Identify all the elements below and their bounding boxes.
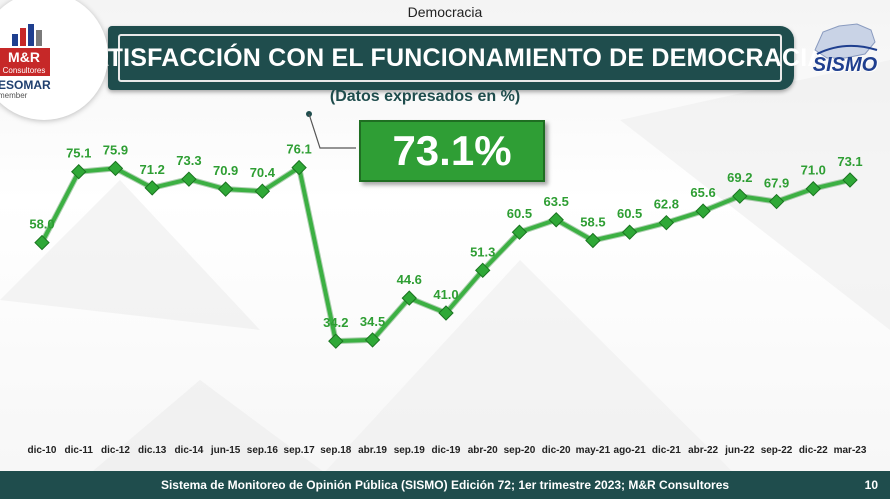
data-label: 75.9 xyxy=(103,142,128,157)
data-point xyxy=(328,333,344,349)
x-tick-label: sep.19 xyxy=(394,445,426,456)
x-tick-label: abr-22 xyxy=(688,445,718,456)
logo-esomar: ESOMAR xyxy=(0,78,51,92)
highlight-value: 73.1% xyxy=(392,127,512,174)
data-point xyxy=(768,193,785,210)
data-label: 76.1 xyxy=(286,142,311,157)
title-frame: SATISFACCIÓN CON EL FUNCIONAMIENTO DE DE… xyxy=(74,34,825,82)
footer-text: Sistema de Monitoreo de Opinión Pública … xyxy=(160,478,730,492)
x-tick-label: abr-20 xyxy=(468,445,498,456)
sismo-logo: SISMO xyxy=(805,20,885,88)
mr-consultores-logo: M&R Consultores ESOMAR member xyxy=(0,0,108,120)
x-tick-label: sep.18 xyxy=(320,445,352,456)
x-tick-label: dic-14 xyxy=(174,445,203,456)
callout-connector xyxy=(306,111,356,149)
x-tick-label: dic-12 xyxy=(101,445,130,456)
highlight-value-box: 73.1% xyxy=(359,120,545,182)
data-point xyxy=(658,214,675,231)
data-point xyxy=(732,188,748,204)
x-tick-label: dic-10 xyxy=(28,445,57,456)
x-tick-label: dic-19 xyxy=(432,445,461,456)
data-label: 67.9 xyxy=(764,176,789,191)
data-point xyxy=(842,172,858,188)
data-label: 60.5 xyxy=(507,206,532,221)
data-label: 70.9 xyxy=(213,163,238,178)
x-tick-label: dic-21 xyxy=(652,445,681,456)
data-point xyxy=(585,232,601,249)
data-point xyxy=(438,305,454,321)
data-point xyxy=(621,224,638,240)
data-label: 44.6 xyxy=(397,272,422,287)
logo-member: member xyxy=(0,91,28,100)
data-label: 71.0 xyxy=(801,163,826,178)
data-point xyxy=(181,171,197,187)
x-tick-label: dic-20 xyxy=(542,445,571,456)
x-tick-label: sep-22 xyxy=(761,445,793,456)
data-label: 73.3 xyxy=(176,153,201,168)
data-point xyxy=(217,181,234,197)
page-number: 10 xyxy=(864,478,878,492)
data-point xyxy=(291,159,307,176)
data-point xyxy=(548,212,564,228)
data-label: 60.5 xyxy=(617,206,642,221)
footer-bar: Sistema de Monitoreo de Opinión Pública … xyxy=(0,471,890,499)
logo-brand: M&R xyxy=(0,48,50,66)
data-point xyxy=(364,332,381,348)
data-point xyxy=(401,290,417,306)
data-point xyxy=(805,181,821,197)
x-tick-label: may-21 xyxy=(576,445,611,456)
page-title: SATISFACCIÓN CON EL FUNCIONAMIENTO DE DE… xyxy=(74,43,826,72)
bar-chart-logo-icon xyxy=(12,24,42,46)
x-tick-label: dic-11 xyxy=(65,445,94,456)
data-label: 63.5 xyxy=(544,194,569,209)
x-tick-label: sep.16 xyxy=(247,445,279,456)
data-label: 70.4 xyxy=(250,165,276,180)
logo-brand-sub: Consultores xyxy=(0,66,50,76)
data-point xyxy=(695,203,711,219)
x-tick-label: dic-22 xyxy=(799,445,828,456)
x-tick-label: jun-22 xyxy=(724,445,755,456)
section-label: Democracia xyxy=(407,4,483,20)
x-tick-label: dic.13 xyxy=(138,445,167,456)
map-logo-icon xyxy=(814,23,878,59)
data-point xyxy=(144,180,160,196)
x-tick-label: jun-15 xyxy=(210,445,241,456)
data-point xyxy=(475,262,491,279)
data-label: 71.2 xyxy=(140,162,165,177)
data-label: 73.1 xyxy=(837,154,862,169)
x-tick-label: mar-23 xyxy=(834,445,867,456)
data-label: 75.1 xyxy=(66,146,91,161)
title-bar: SATISFACCIÓN CON EL FUNCIONAMIENTO DE DE… xyxy=(74,26,825,90)
x-tick-label: abr.19 xyxy=(358,445,387,456)
data-label: 65.6 xyxy=(690,185,715,200)
data-point xyxy=(107,160,124,177)
line-chart: 58.0 dic-10 75.1 dic-11 75.9 dic-12 71.2 dic.13… xyxy=(28,142,867,456)
data-label: 58.5 xyxy=(580,215,605,230)
data-point xyxy=(71,164,87,180)
data-label: 51.3 xyxy=(470,244,495,259)
chart-subtitle: (Datos expresados en %) xyxy=(329,88,521,105)
data-point xyxy=(254,183,271,199)
data-point xyxy=(511,224,528,240)
x-tick-label: sep.17 xyxy=(284,445,316,456)
x-tick-label: sep-20 xyxy=(504,445,536,456)
data-label: 41.0 xyxy=(433,287,458,302)
data-label: 34.5 xyxy=(360,314,385,329)
data-label: 62.8 xyxy=(654,197,679,212)
x-tick-label: ago-21 xyxy=(614,445,647,456)
data-label: 58.0 xyxy=(29,217,54,232)
data-label: 34.2 xyxy=(323,315,348,330)
data-label: 69.2 xyxy=(727,170,752,185)
data-point xyxy=(34,234,50,251)
sismo-logo-text: SISMO xyxy=(812,54,878,76)
